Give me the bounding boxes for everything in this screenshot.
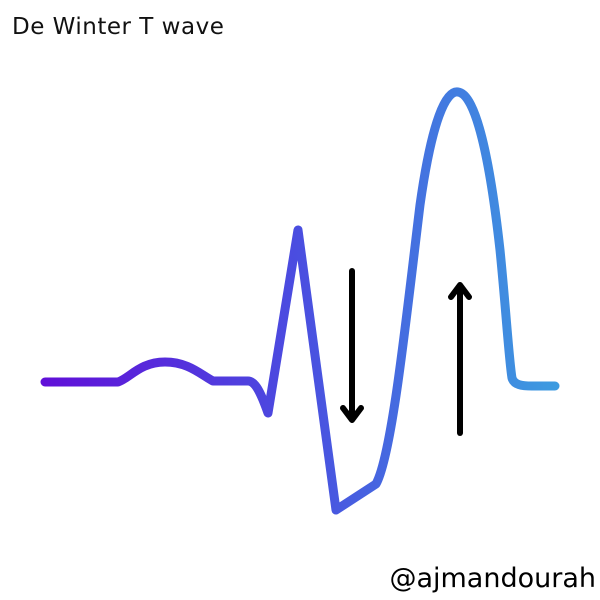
diagram-title: De Winter T wave <box>12 14 225 40</box>
up-arrow-icon <box>448 282 472 436</box>
down-arrow-icon <box>340 268 364 423</box>
ecg-waveform <box>40 87 560 515</box>
author-credit: @ajmandourah <box>389 563 596 594</box>
